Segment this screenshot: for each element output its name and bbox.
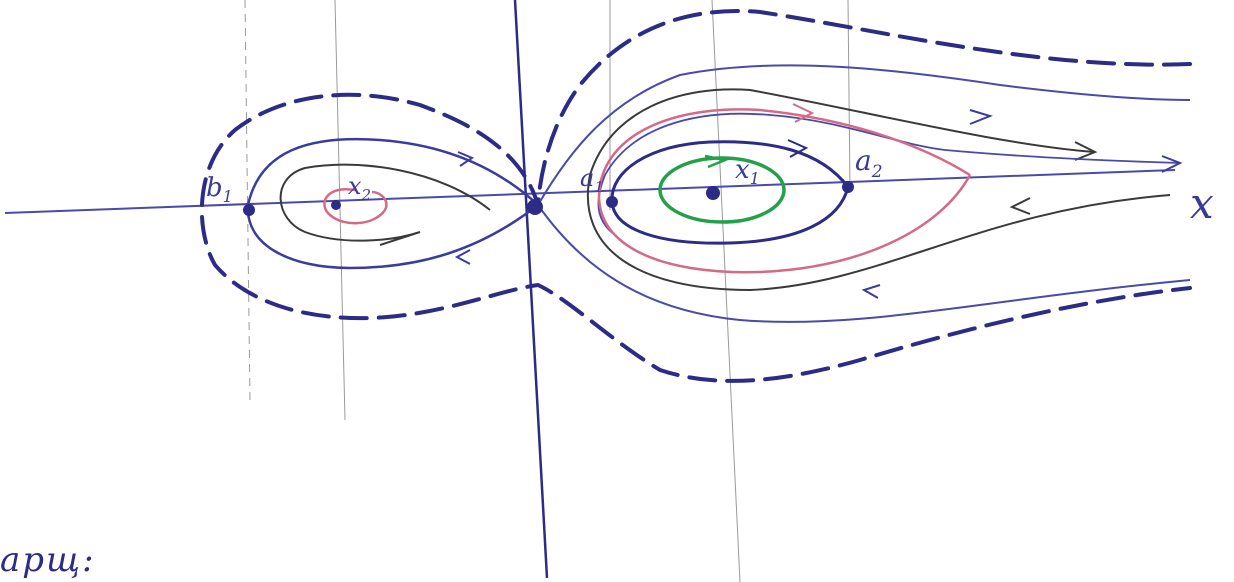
guide-line-x2	[334, 0, 346, 421]
point-a2	[842, 181, 854, 193]
label-a2: a2	[855, 144, 883, 182]
left-black-orbit	[279, 163, 491, 246]
green-orbit	[658, 156, 786, 224]
guide-line-x1	[711, 0, 741, 582]
arrow-black-lower	[1009, 197, 1031, 215]
arrow-red-top	[792, 103, 815, 123]
arrow-blue-right	[1161, 155, 1183, 173]
arrow-left-loop-bottom	[454, 249, 471, 265]
bottom-handwritten-text: арщ:	[0, 540, 96, 580]
arrow-green	[704, 154, 730, 169]
left-loop-separatrix	[246, 137, 539, 270]
label-x2: x2	[348, 172, 371, 204]
guide-line-a2	[847, 0, 851, 191]
right-lower-separatrix	[537, 204, 1191, 323]
arrow-left-loop-top	[457, 151, 475, 167]
right-upper-separatrix	[537, 64, 1191, 206]
left-red-orbit	[323, 187, 388, 225]
point-x2	[331, 200, 341, 210]
arrow-right-upper	[969, 109, 994, 125]
label-a1: a1	[580, 164, 604, 196]
arrow-right-lower	[861, 284, 881, 299]
guide-line-b1	[244, 0, 251, 401]
arrow-blue-loop	[787, 139, 809, 158]
point-x1	[706, 186, 720, 200]
dashed-separatrix	[199, 9, 1192, 383]
label-axis-x: x	[1190, 179, 1214, 228]
black-open-curve	[586, 88, 1171, 292]
blue-open-curve	[597, 112, 1181, 236]
x-axis	[4, 169, 1176, 214]
point-saddle-origin	[527, 199, 543, 215]
arrow-black-upper	[1074, 141, 1098, 161]
label-x1: x1	[735, 155, 760, 188]
right-red-orbit	[597, 108, 972, 274]
label-b1: b1	[206, 173, 233, 206]
y-axis	[513, 0, 549, 579]
point-b1	[243, 204, 255, 216]
point-a1	[606, 196, 618, 208]
